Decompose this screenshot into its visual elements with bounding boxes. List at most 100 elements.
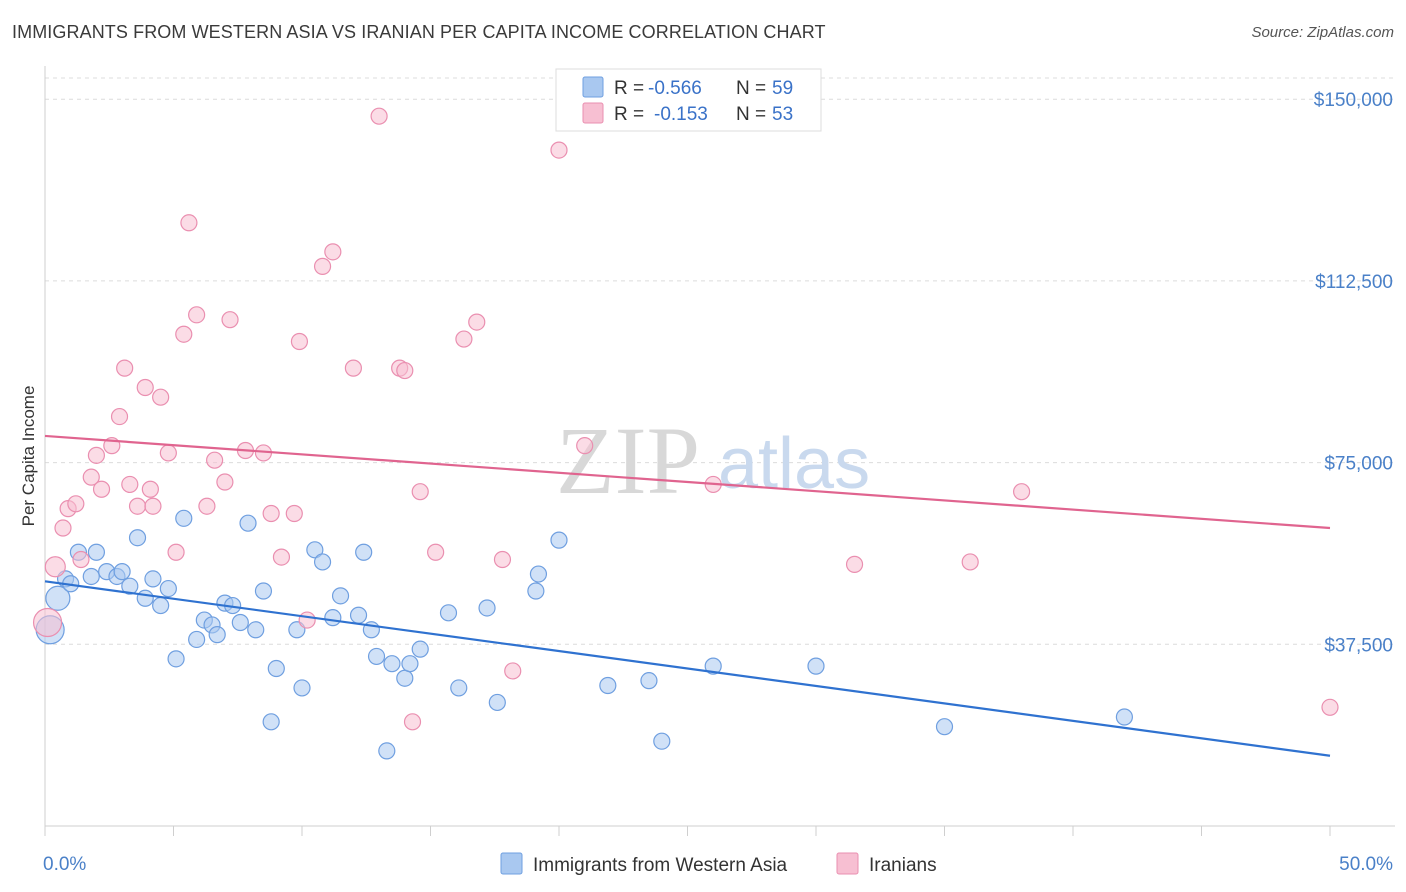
data-point: [640, 672, 658, 690]
data-point: [247, 621, 265, 639]
data-point: [67, 495, 85, 513]
legend-r-value: -0.153: [654, 104, 708, 125]
data-point: [439, 604, 458, 622]
data-point: [355, 543, 373, 561]
data-point: [208, 626, 226, 644]
trend-lines: [44, 434, 1331, 757]
data-point: [188, 306, 206, 324]
data-point: [313, 257, 332, 275]
data-point: [488, 693, 506, 712]
data-point: [92, 480, 111, 498]
data-point: [427, 543, 445, 561]
watermark-zip: ZIP: [556, 407, 700, 514]
data-point: [82, 468, 100, 486]
data-point: [216, 473, 234, 491]
data-point: [113, 563, 131, 581]
data-point: [290, 332, 309, 351]
y-tick-label: $112,500: [1315, 272, 1393, 293]
data-point: [550, 531, 568, 549]
data-point: [527, 582, 545, 600]
data-point: [653, 732, 671, 750]
legend-swatch-iranians: [836, 852, 859, 875]
data-point: [306, 541, 324, 559]
gridlines: [45, 77, 1395, 645]
data-point: [121, 475, 139, 494]
watermark-atlas: atlas: [718, 424, 870, 504]
data-point: [262, 504, 280, 523]
data-point: [285, 504, 303, 523]
data-point: [82, 567, 100, 586]
data-point: [313, 553, 332, 571]
data-point: [378, 742, 396, 760]
trend-line-iranians: [44, 434, 1331, 530]
data-point: [468, 313, 486, 331]
series-western-asia-points: [35, 509, 1134, 760]
legend-label-western-asia: Immigrants from Western Asia: [533, 855, 788, 876]
data-point: [324, 243, 342, 261]
data-point: [159, 579, 177, 598]
y-tick-labels: $37,500 $75,000 $112,500 $150,000: [1314, 90, 1393, 656]
data-point: [1115, 708, 1134, 726]
y-axis-label: Per Capita Income: [19, 386, 38, 527]
legend-label-iranians: Iranians: [869, 855, 937, 876]
data-point: [807, 657, 825, 675]
data-point: [116, 359, 134, 377]
data-point: [411, 640, 429, 658]
data-point: [87, 446, 106, 464]
data-point: [128, 529, 147, 547]
legend-r-label: R =: [614, 78, 644, 99]
legend-swatch-blue: [582, 76, 604, 98]
data-point: [504, 662, 522, 680]
data-point: [136, 589, 154, 607]
data-point: [1012, 483, 1031, 501]
data-point: [72, 550, 90, 569]
data-point: [198, 497, 216, 515]
data-point: [44, 556, 66, 578]
data-point: [1321, 698, 1339, 716]
data-point: [121, 577, 139, 595]
data-point: [529, 565, 548, 583]
data-point: [478, 599, 496, 617]
data-point: [87, 543, 106, 561]
data-point: [298, 611, 316, 629]
series-legend: Immigrants from Western Asia Iranians: [500, 852, 937, 876]
data-point: [231, 613, 249, 632]
source-label: Source: ZipAtlas.com: [1251, 24, 1394, 41]
data-point: [455, 330, 473, 348]
data-point: [167, 650, 185, 668]
data-point: [267, 659, 285, 678]
data-point: [349, 606, 368, 624]
legend-swatch-pink: [582, 102, 604, 124]
data-point: [403, 713, 422, 731]
data-point: [144, 570, 162, 588]
data-point: [32, 607, 63, 638]
y-tick-label: $37,500: [1324, 635, 1393, 656]
x-tick-labels: 0.0% 50.0%: [43, 854, 1393, 875]
data-point: [367, 647, 386, 666]
data-point: [324, 609, 342, 627]
legend-swatch-western-asia: [500, 852, 523, 875]
legend-r-value: -0.566: [648, 78, 702, 99]
data-point: [493, 550, 512, 569]
data-point: [599, 676, 617, 695]
data-point: [550, 141, 568, 159]
data-point: [272, 548, 291, 566]
data-point: [961, 553, 979, 571]
legend-n-value: 59: [772, 78, 793, 99]
data-point: [239, 514, 257, 532]
data-point: [221, 311, 239, 329]
data-point: [141, 480, 159, 498]
y-tick-label: $150,000: [1314, 90, 1393, 111]
data-point: [396, 669, 414, 687]
data-point: [159, 444, 177, 462]
data-point: [450, 679, 468, 697]
trend-line-western-asia: [44, 580, 1331, 757]
axes: [44, 66, 1395, 836]
data-point: [935, 718, 954, 736]
data-point: [54, 519, 72, 537]
data-point: [704, 657, 722, 675]
correlation-legend: R = -0.566 N = 59 R = -0.153 N = 53: [555, 68, 822, 132]
x-tick-label: 0.0%: [43, 854, 86, 875]
data-point: [262, 713, 280, 731]
data-point: [152, 388, 170, 406]
